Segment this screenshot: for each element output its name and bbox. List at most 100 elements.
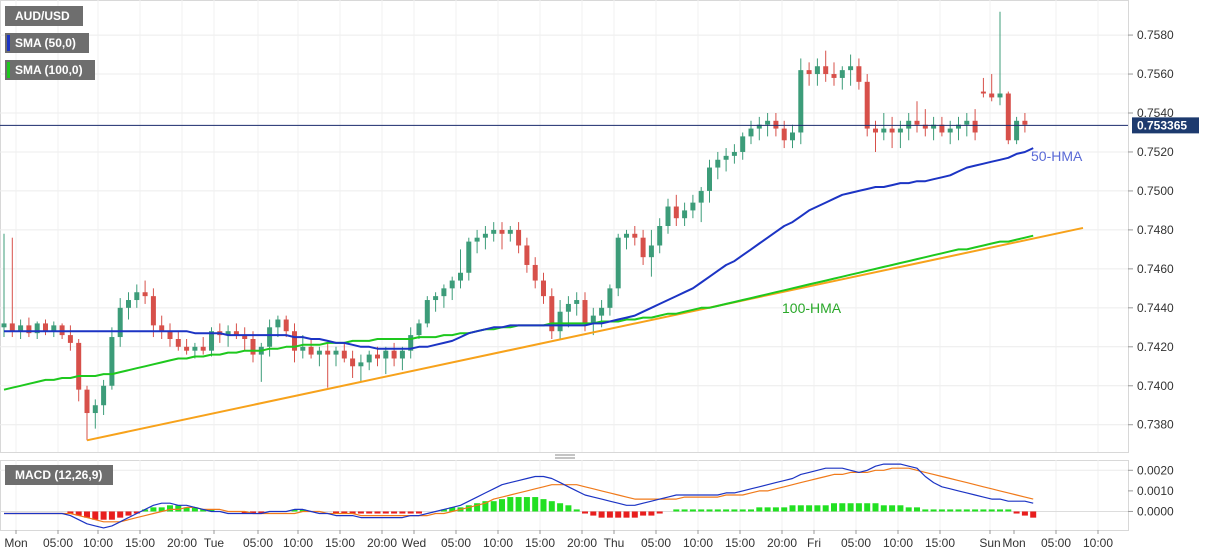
candle-body: [781, 128, 787, 141]
macd-histogram-bar: [1030, 511, 1037, 518]
candle-body: [1014, 120, 1020, 141]
candle-body: [101, 385, 107, 406]
candle-body: [1022, 120, 1028, 125]
macd-histogram-bar: [781, 507, 788, 512]
candle-body: [640, 237, 646, 258]
candle-body: [524, 245, 530, 265]
candle-body: [184, 346, 190, 351]
time-tick-label: 15:00: [725, 536, 755, 550]
time-tick-label: Mon: [1002, 536, 1025, 550]
price-axis[interactable]: 0.7380 0.7400 0.7420 0.7440 0.7460 0.7480 0.75…: [1128, 28, 1199, 432]
macd-histogram-bar: [482, 501, 489, 512]
macd-histogram: [67, 497, 1037, 520]
candle-body: [715, 159, 721, 168]
price-legend: AUD/USD SMA (50,0) SMA (100,0): [5, 6, 95, 80]
sma50-legend-swatch: [7, 35, 10, 51]
candle-body: [316, 350, 322, 355]
macd-histogram-bar: [92, 511, 99, 520]
sma50-legend-bg[interactable]: [5, 33, 89, 53]
macd-histogram-bar: [133, 511, 140, 514]
macd-histogram-bar: [150, 507, 157, 512]
candle-body: [756, 124, 762, 129]
macd-histogram-bar: [640, 511, 647, 516]
macd-histogram-bar: [864, 503, 871, 512]
macd-legend-bg[interactable]: [5, 465, 113, 485]
macd-histogram-bar: [391, 511, 398, 514]
symbol-legend-label: AUD/USD: [15, 9, 70, 23]
candle-body: [424, 300, 430, 324]
time-tick-label: 10:00: [883, 536, 913, 550]
sma100-legend-bg[interactable]: [5, 60, 95, 80]
price-tick-label: 0.7520: [1137, 145, 1174, 159]
candle-body: [848, 66, 854, 71]
candle-body: [565, 303, 571, 312]
macd-histogram-bar: [532, 497, 539, 512]
macd-histogram-bar: [914, 507, 920, 512]
candle-body: [491, 229, 497, 234]
macd-histogram-bar: [407, 511, 414, 514]
time-tick-label: 10:00: [283, 536, 313, 550]
macd-histogram-bar: [573, 509, 580, 512]
macd-histogram-bar: [947, 509, 954, 512]
candle-body: [864, 81, 870, 129]
candle-body: [624, 233, 629, 238]
macd-histogram-bar: [67, 511, 74, 514]
macd-histogram-bar: [374, 511, 381, 514]
macd-histogram-bar: [490, 501, 497, 512]
macd-histogram-bar: [855, 503, 862, 512]
macd-histogram-bar: [515, 497, 522, 512]
time-tick-label: Thu: [604, 536, 625, 550]
macd-histogram-bar: [930, 509, 937, 512]
candle-body: [142, 292, 148, 297]
macd-histogram-bar: [183, 507, 190, 512]
macd-histogram-bar: [905, 507, 912, 512]
macd-line: [4, 463, 1034, 529]
macd-histogram-bar: [167, 505, 173, 512]
macd-histogram-bar: [416, 511, 422, 514]
candle-body: [225, 331, 231, 336]
panel-divider-handle[interactable]: [555, 454, 575, 459]
candle-body: [275, 319, 281, 328]
candle-body: [167, 331, 173, 339]
candle-body: [9, 323, 15, 332]
macd-histogram-bar: [897, 505, 904, 512]
candle-body: [92, 405, 98, 414]
candle-body: [76, 342, 82, 390]
candle-body: [889, 128, 895, 133]
candle-body: [731, 151, 737, 156]
time-axis[interactable]: Mon 05:00 10:00 15:00 20:00 Tue 05:00 10:00 15:0…: [4, 530, 1113, 550]
candle-body: [358, 362, 364, 367]
macd-histogram-bar: [623, 511, 630, 518]
macd-signal-line: [4, 467, 1034, 523]
symbol-legend-bg[interactable]: [5, 6, 83, 26]
macd-axis[interactable]: 0.0000 0.0010 0.0020: [1128, 463, 1174, 518]
time-tick-label: 10:00: [483, 536, 513, 550]
macd-histogram-bar: [366, 511, 373, 514]
candle-body: [375, 354, 380, 359]
time-tick-label: 05:00: [441, 536, 471, 550]
time-tick-label: Tue: [204, 536, 225, 550]
macd-histogram-bar: [208, 509, 215, 512]
macd-histogram-bar: [258, 511, 265, 514]
candle-body: [366, 354, 372, 363]
macd-histogram-bar: [399, 511, 406, 514]
macd-histogram-bar: [108, 511, 115, 520]
macd-histogram-bar: [582, 511, 588, 514]
macd-histogram-bar: [706, 509, 713, 512]
time-tick-label: 15:00: [125, 536, 155, 550]
macd-histogram-bar: [341, 511, 348, 514]
macd-histogram-bar: [847, 503, 854, 512]
macd-histogram-bar: [291, 509, 298, 512]
time-tick-label: 10:00: [1083, 536, 1113, 550]
macd-histogram-bar: [806, 505, 813, 512]
time-tick-label: 05:00: [243, 536, 273, 550]
price-plot-frame: [0, 0, 1129, 453]
candle-body: [67, 335, 73, 343]
candle-body: [416, 323, 422, 336]
macd-histogram-bar: [880, 505, 887, 512]
candle-body: [947, 128, 953, 133]
candle-body: [790, 132, 795, 141]
candle-body: [34, 323, 40, 334]
macd-histogram-bar: [714, 509, 721, 512]
